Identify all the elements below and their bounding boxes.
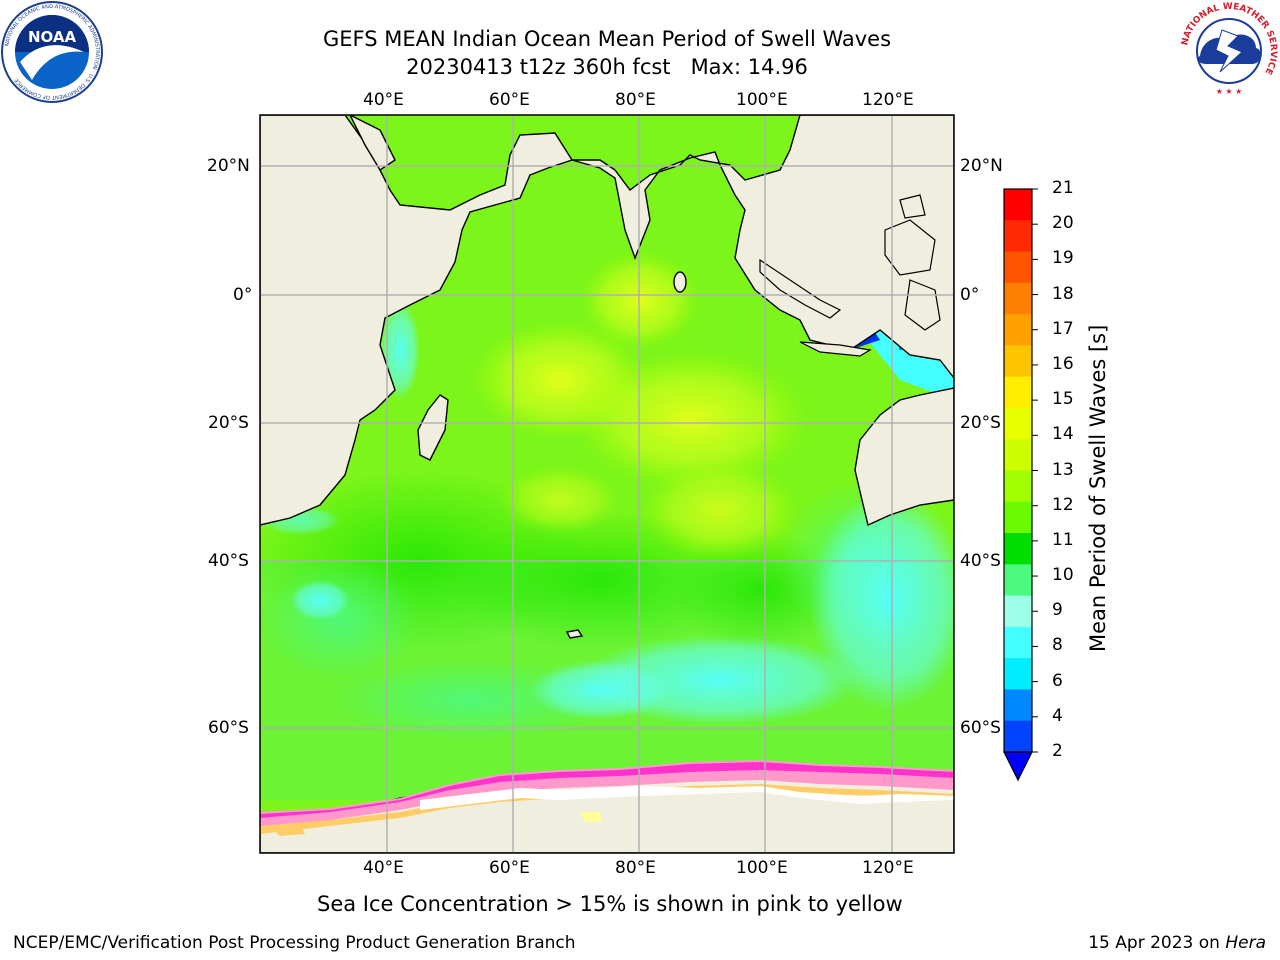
nws-logo: NATIONAL WEATHER SERVICE ★ ★ ★: [1180, 2, 1278, 100]
colorbar-cell: [1004, 376, 1032, 409]
gridlines: [260, 115, 954, 853]
lon-label-top-60e: 60°E: [489, 90, 530, 110]
lon-label-bottom-40e: 40°E: [363, 858, 404, 878]
colorbar-cell: [1004, 282, 1032, 315]
lat-label-right-60s: 60°S: [960, 718, 1001, 738]
footer-left: NCEP/EMC/Verification Post Processing Pr…: [13, 933, 576, 953]
colorbar-tick-label: 6: [1052, 670, 1063, 691]
colorbar-tick-label: 12: [1052, 494, 1074, 515]
noaa-logo: NATIONAL OCEANIC AND ATMOSPHERIC ADMINIS…: [1, 1, 103, 103]
colorbar-cell: [1004, 220, 1032, 253]
colorbar-cell: [1004, 407, 1032, 440]
colorbar-tick-label: 16: [1052, 353, 1074, 374]
svg-text:★ ★ ★: ★ ★ ★: [1216, 87, 1243, 96]
colorbar-tick-label: 19: [1052, 248, 1074, 269]
colorbar-cell: [1004, 189, 1032, 221]
colorbar-cell: [1004, 533, 1032, 565]
lat-label-right-20s: 20°S: [960, 413, 1001, 433]
colorbar-tick-label: 20: [1052, 213, 1074, 234]
footer-date: 15 Apr 2023 on: [1088, 933, 1226, 953]
lat-label-left-20s: 20°S: [208, 413, 249, 433]
colorbar-label: Mean Period of Swell Waves [s]: [1086, 324, 1110, 652]
colorbar-cell: [1004, 658, 1032, 690]
lon-label-bottom-80e: 80°E: [615, 858, 656, 878]
islands: [759, 194, 941, 357]
colorbar: [1003, 188, 1038, 782]
lat-label-right-20n: 20°N: [960, 156, 1003, 176]
colorbar-tick-label: 21: [1052, 178, 1074, 198]
lon-label-top-100e: 100°E: [736, 90, 788, 110]
lon-label-bottom-120e: 120°E: [862, 858, 914, 878]
colorbar-tick-label: 18: [1052, 283, 1074, 304]
colorbar-cell: [1004, 564, 1032, 597]
lon-label-top-120e: 120°E: [862, 90, 914, 110]
plot-title-line1: GEFS MEAN Indian Ocean Mean Period of Sw…: [322, 27, 892, 51]
sea-ice-caption: Sea Ice Concentration > 15% is shown in …: [317, 892, 903, 916]
colorbar-cell: [1004, 501, 1032, 534]
colorbar-cell: [1004, 470, 1032, 503]
lon-label-bottom-100e: 100°E: [736, 858, 788, 878]
colorbar-tick-marks: [1032, 188, 1038, 753]
colorbar-tick-label: 14: [1052, 424, 1074, 445]
colorbar-cell: [1004, 314, 1032, 346]
colorbar-cell: [1004, 345, 1032, 378]
footer-right: 15 Apr 2023 on Hera: [1088, 933, 1266, 953]
colorbar-tick-label: 4: [1052, 705, 1063, 726]
colorbar-extend-arrow: [1003, 751, 1033, 782]
colorbar-tick-label: 2: [1052, 741, 1063, 761]
colorbar-tick-label: 8: [1052, 635, 1063, 656]
noaa-logo-text: NOAA: [28, 28, 77, 46]
colorbar-tick-label: 11: [1052, 529, 1074, 550]
colorbar-cells: [1004, 189, 1032, 753]
lat-label-right-0: 0°: [960, 285, 980, 305]
lon-label-top-80e: 80°E: [615, 90, 656, 110]
colorbar-cell: [1004, 595, 1032, 628]
lon-label-top-40e: 40°E: [363, 90, 404, 110]
colorbar-cell: [1004, 626, 1032, 659]
map-field: [260, 115, 954, 853]
colorbar-tick-label: 9: [1052, 600, 1063, 621]
colorbar-tick-label: 15: [1052, 389, 1074, 410]
lat-label-left-0: 0°: [233, 285, 253, 305]
footer-host: Hera: [1225, 933, 1266, 953]
colorbar-cell: [1004, 251, 1032, 284]
lon-label-bottom-60e: 60°E: [489, 858, 530, 878]
colorbar-cell: [1004, 439, 1032, 471]
map-frame: [259, 114, 955, 854]
colorbar-tick-label: 10: [1052, 565, 1074, 586]
colorbar-cell: [1004, 689, 1032, 722]
colorbar-cell: [1004, 720, 1032, 753]
colorbar-tick-label: 17: [1052, 318, 1074, 339]
colorbar-tick-label: 13: [1052, 459, 1074, 480]
lat-label-left-60s: 60°S: [208, 718, 249, 738]
lat-label-left-40s: 40°S: [208, 551, 249, 571]
plot-title-line2: 20230413 t12z 360h fcst Max: 14.96: [406, 55, 808, 79]
lat-label-right-40s: 40°S: [960, 551, 1001, 571]
lat-label-left-20n: 20°N: [207, 156, 250, 176]
